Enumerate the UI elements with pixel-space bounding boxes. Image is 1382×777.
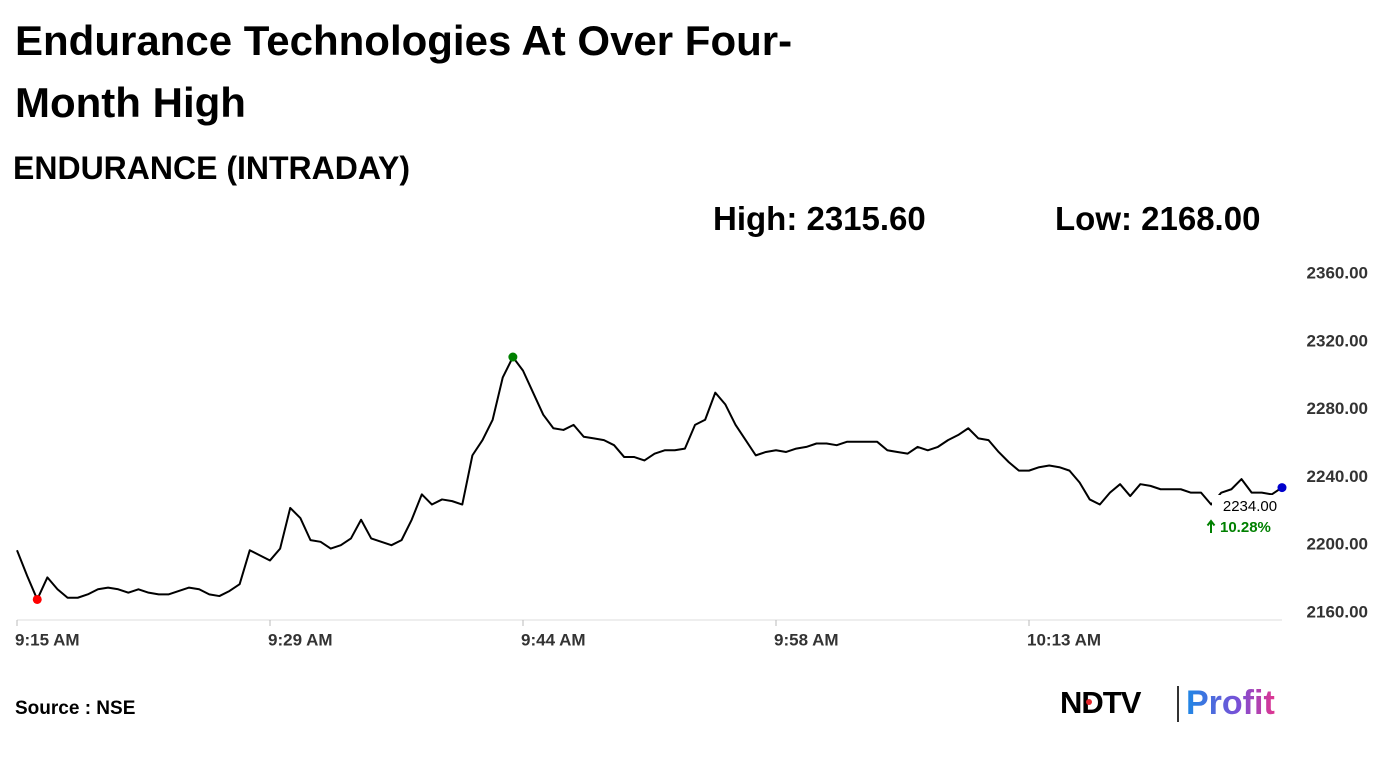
x-tick-label: 9:44 AM <box>521 630 586 649</box>
last-price-label: 2234.00 <box>1223 498 1277 515</box>
high-marker <box>508 352 518 362</box>
y-tick-label: 2360.00 <box>1307 263 1368 282</box>
up-arrow <box>1206 519 1216 533</box>
y-tick-label: 2160.00 <box>1307 602 1368 621</box>
source: Source : NSE <box>15 698 136 719</box>
y-tick-label: 2240.00 <box>1307 467 1368 486</box>
logo-brand: NDTV <box>1060 685 1142 720</box>
low-marker <box>32 594 42 604</box>
logo-product: Profit <box>1186 684 1275 722</box>
y-tick-label: 2320.00 <box>1307 331 1368 350</box>
x-tick-label: 9:15 AM <box>15 630 80 649</box>
chart-subtitle: ENDURANCE (INTRADAY) <box>13 150 411 186</box>
x-tick-label: 9:29 AM <box>268 630 333 649</box>
logo-dot <box>1086 699 1092 705</box>
x-tick-label: 9:58 AM <box>774 630 839 649</box>
plot: 2160.00 2200.00 2240.00 2280.00 2320.00 2360.… <box>15 263 1368 649</box>
x-tick-label: 10:13 AM <box>1027 630 1101 649</box>
high-label: High: 2315.60 <box>713 200 926 237</box>
y-tick-label: 2200.00 <box>1307 535 1368 554</box>
y-tick-label: 2280.00 <box>1307 399 1368 418</box>
label-bg <box>1212 495 1288 539</box>
low-label: Low: 2168.00 <box>1055 200 1261 237</box>
change-label: 10.28% <box>1220 519 1271 536</box>
last-marker <box>1277 483 1287 493</box>
price-line <box>16 356 1283 601</box>
chart-title: Endurance Technologies At Over Four-Mont… <box>15 17 793 126</box>
